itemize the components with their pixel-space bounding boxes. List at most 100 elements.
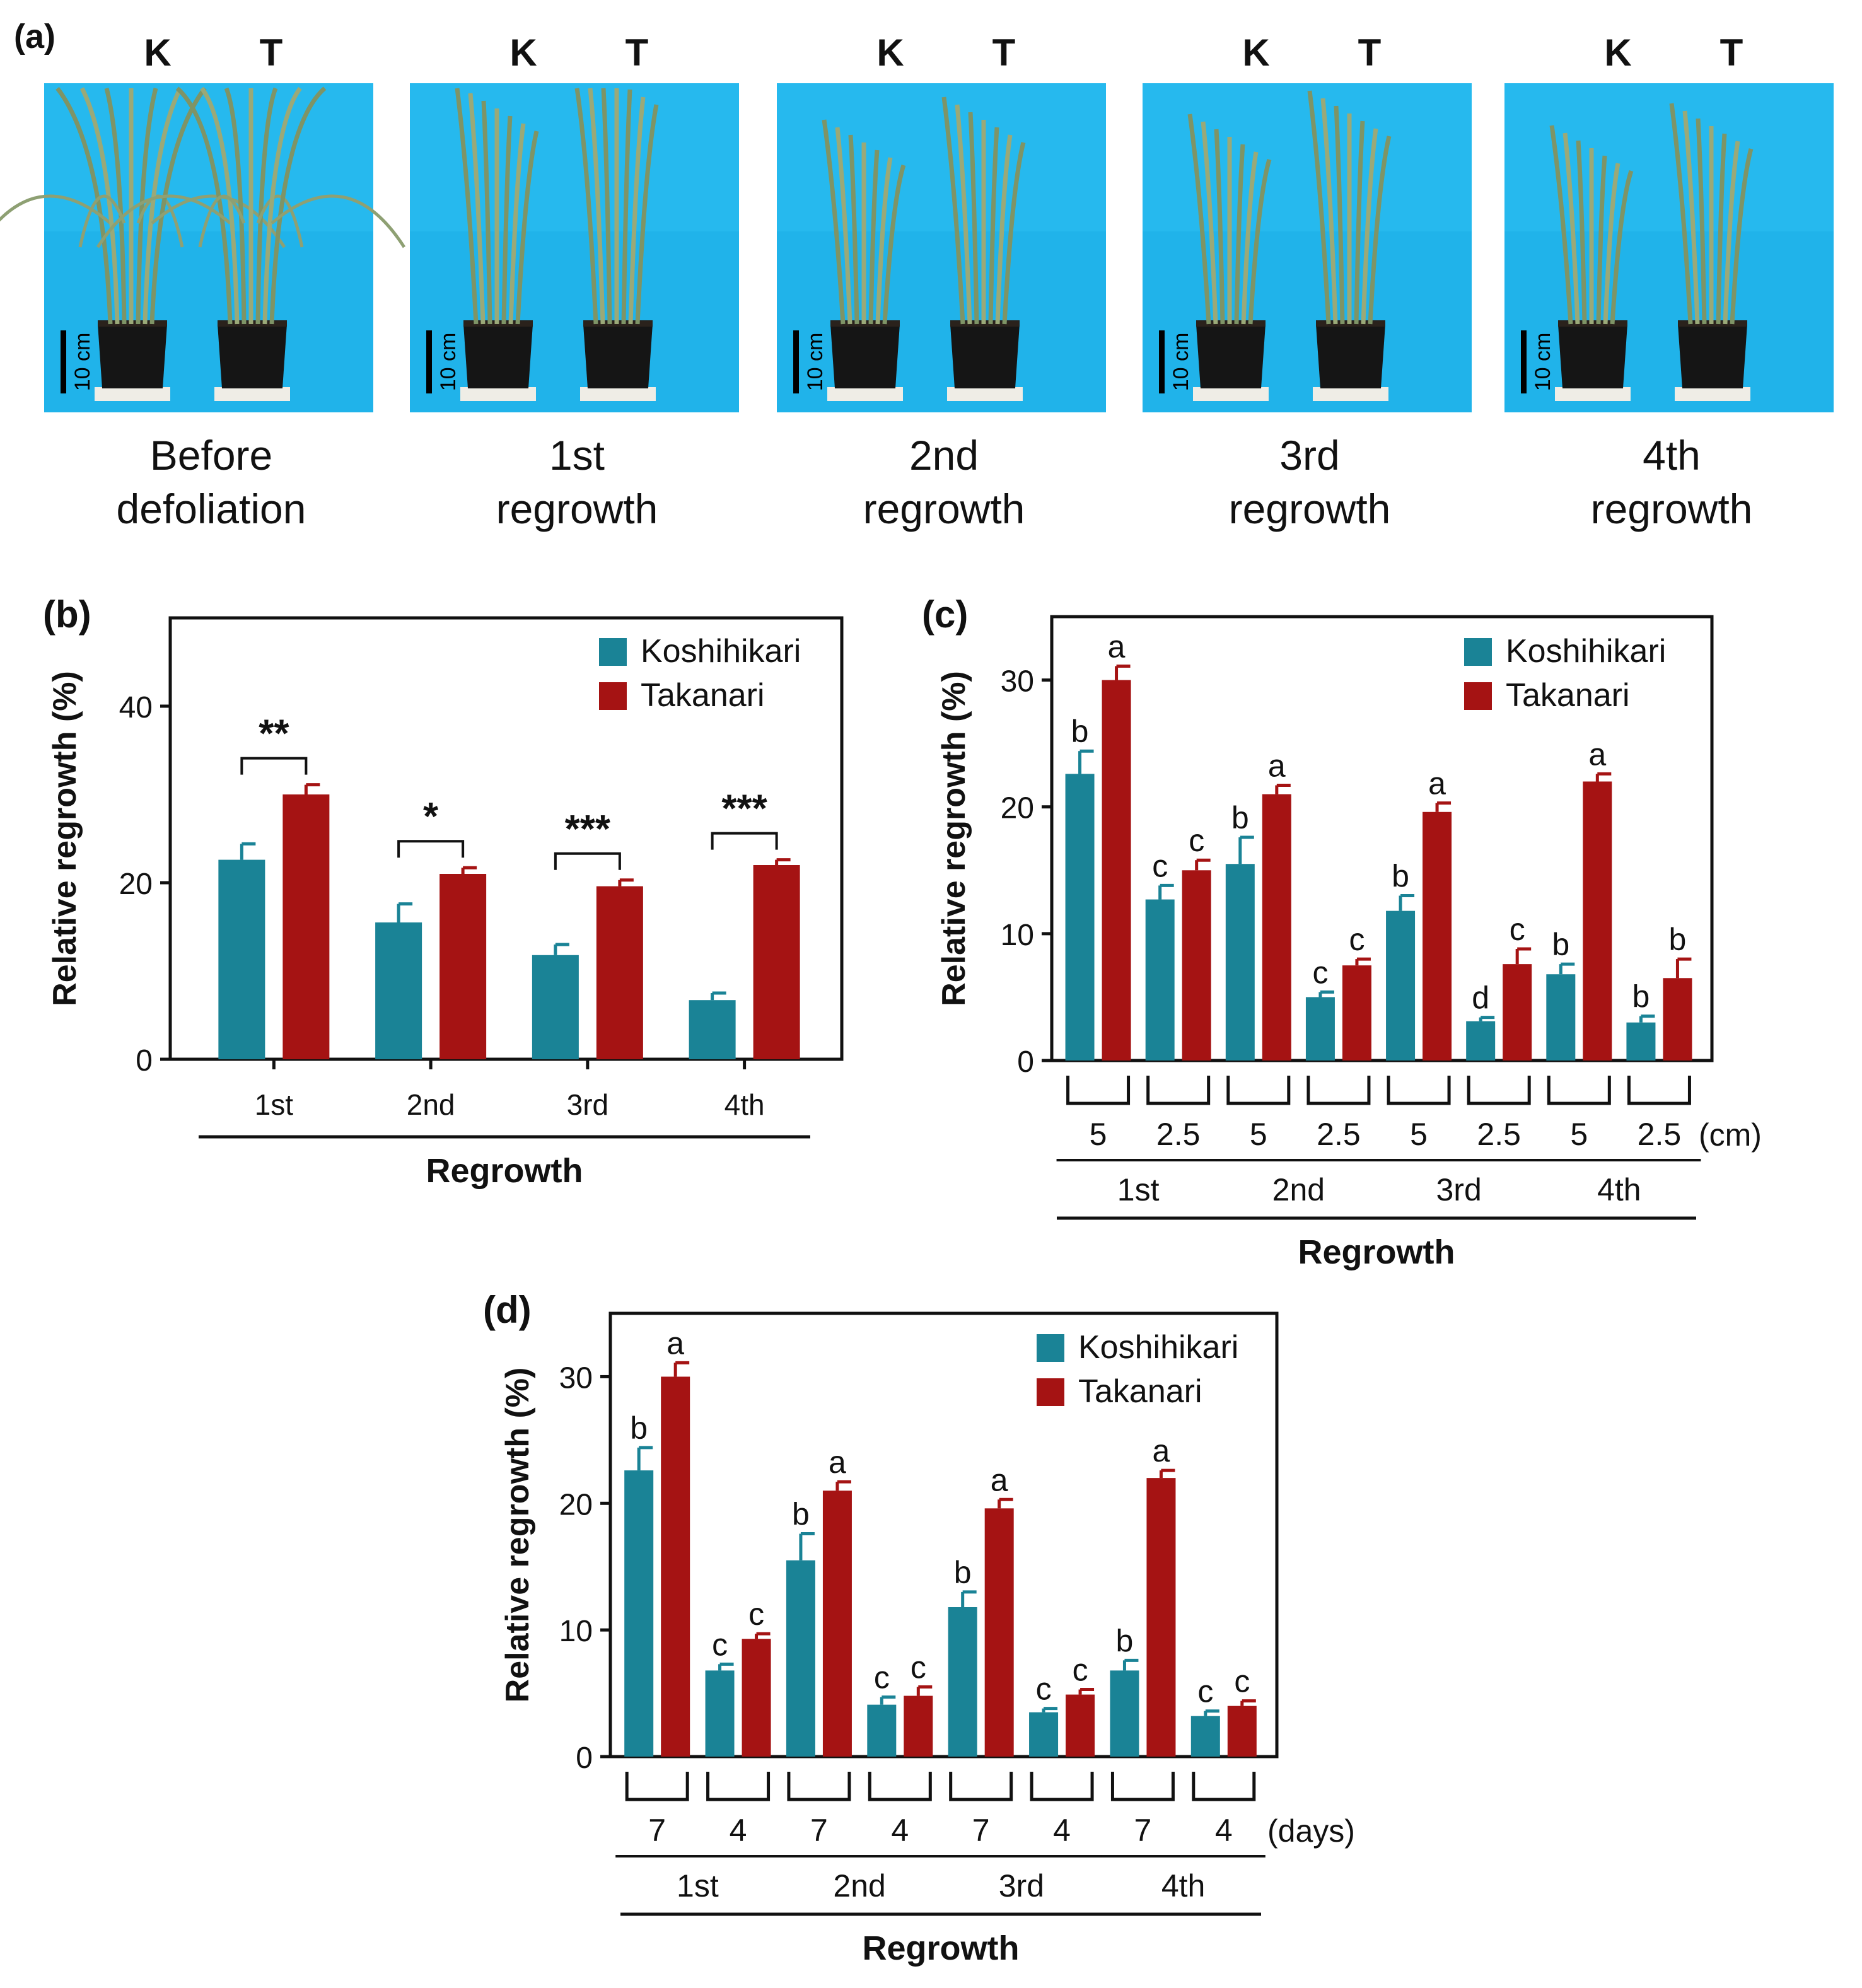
significance-letter: c [1073, 1653, 1088, 1688]
leaf [1610, 170, 1634, 325]
leaf [848, 134, 859, 325]
plant-label-t: T [1358, 32, 1382, 74]
subgroup-bracket [706, 1772, 771, 1801]
significance-letter: c [1349, 922, 1364, 957]
pot [1316, 324, 1385, 388]
bar-koshihikari [1225, 864, 1255, 1061]
significance-letter: b [1116, 1623, 1134, 1658]
y-tick-label: 0 [1017, 1045, 1034, 1079]
bar-koshihikari [1466, 1021, 1496, 1061]
leaf [269, 86, 327, 325]
bar-takanari [1342, 965, 1371, 1061]
significance-letter: a [1153, 1433, 1170, 1468]
leaf [1002, 142, 1026, 325]
legend-label-koshihikari: Koshihikari [1078, 1329, 1238, 1366]
y-tick-label: 0 [136, 1044, 153, 1078]
significance-letter: d [1472, 980, 1489, 1016]
drooping-leaf [78, 194, 126, 248]
leaf [875, 157, 893, 325]
bar-takanari [661, 1376, 690, 1757]
photo-2: 10 cm [410, 83, 739, 412]
plant-label-k: K [876, 32, 904, 74]
category-label: 3rd [567, 1088, 608, 1121]
bar-takanari [1262, 794, 1291, 1061]
leaf [79, 87, 120, 325]
significance-letter: c [1152, 848, 1168, 883]
leaf [1234, 144, 1245, 325]
bar-koshihikari [1305, 997, 1335, 1061]
subgroup-bracket [1627, 1076, 1691, 1105]
bar-koshihikari [1029, 1712, 1059, 1757]
subgroup-label: 7 [1134, 1813, 1152, 1848]
pot [1678, 324, 1747, 388]
significance-letter: c [1312, 955, 1328, 990]
significance-letter: c [1510, 912, 1525, 947]
y-tick-label: 10 [559, 1615, 593, 1648]
photo-caption-line2: regrowth [863, 485, 1025, 532]
leaf [882, 164, 906, 325]
plant-label-k: K [509, 32, 537, 74]
leaf [200, 86, 240, 325]
significance-letter: b [1632, 979, 1650, 1014]
leaf [1596, 155, 1607, 325]
tray [947, 387, 1023, 401]
pot [218, 324, 287, 388]
subgroup-label: 4 [1053, 1813, 1071, 1848]
chart-c: (c) 0 10 20 30 Relative regrowth (%) Koshihika… [922, 593, 1762, 1271]
scale-label: 10 cm [436, 333, 460, 392]
leaf [1187, 113, 1211, 325]
bar-takanari [282, 794, 330, 1059]
bar-koshihikari [867, 1704, 897, 1757]
bar-koshihikari [1065, 774, 1095, 1061]
subgroup-label: 2.5 [1477, 1117, 1521, 1152]
bar-takanari [822, 1491, 852, 1757]
category-label: 3rd [1436, 1172, 1481, 1207]
bar-koshihikari [375, 922, 422, 1059]
bar-koshihikari [1546, 974, 1576, 1061]
legend-label-koshihikari: Koshihikari [1506, 633, 1666, 670]
x-axis-label: Regrowth [1298, 1233, 1455, 1271]
subgroup-bracket [1110, 1772, 1175, 1801]
significance-letter: b [1231, 800, 1249, 835]
legend-swatch-takanari [599, 682, 627, 710]
subgroup-bracket [1306, 1076, 1371, 1105]
legend-swatch-koshihikari [1464, 638, 1492, 666]
bar-koshihikari [532, 955, 579, 1059]
leaf [55, 86, 113, 325]
photo-5: 10 cm [1504, 83, 1834, 412]
leaf [262, 86, 302, 325]
drooping-leaf [271, 194, 406, 248]
pot [1558, 324, 1627, 388]
significance-letter: c [712, 1627, 728, 1662]
x-axis-label: Regrowth [863, 1929, 1020, 1967]
leaf [621, 89, 632, 325]
bar-koshihikari [1386, 910, 1416, 1061]
significance-letter: c [874, 1660, 890, 1695]
category-label: 2nd [1272, 1172, 1325, 1207]
y-axis-label: Relative regrowth (%) [47, 671, 83, 1006]
pot [1196, 324, 1266, 388]
tray [460, 387, 536, 401]
scale-bar [1521, 330, 1527, 393]
scale-bar [61, 330, 66, 393]
leaf [822, 119, 846, 325]
tray [95, 387, 170, 401]
panel-a-label: (a) [14, 18, 55, 55]
subgroup-bracket [625, 1772, 689, 1801]
subgroup-bracket [1547, 1076, 1611, 1105]
subgroup-label: 5 [1410, 1117, 1428, 1152]
leaf [515, 131, 539, 325]
drooping-leaf [198, 194, 246, 248]
photo-sky-gradient [1143, 83, 1472, 231]
leaf [955, 104, 972, 325]
panel-label: (b) [43, 593, 91, 636]
subgroup-label: 2.5 [1638, 1117, 1682, 1152]
bar-koshihikari [705, 1670, 735, 1757]
scale-label: 10 cm [1169, 333, 1193, 392]
y-tick-label: 0 [576, 1741, 593, 1775]
bar-takanari [742, 1639, 771, 1757]
plot-frame [168, 616, 844, 1061]
leaf [1361, 128, 1378, 325]
y-tick-label: 30 [559, 1361, 593, 1395]
y-tick-label: 10 [1001, 919, 1034, 952]
